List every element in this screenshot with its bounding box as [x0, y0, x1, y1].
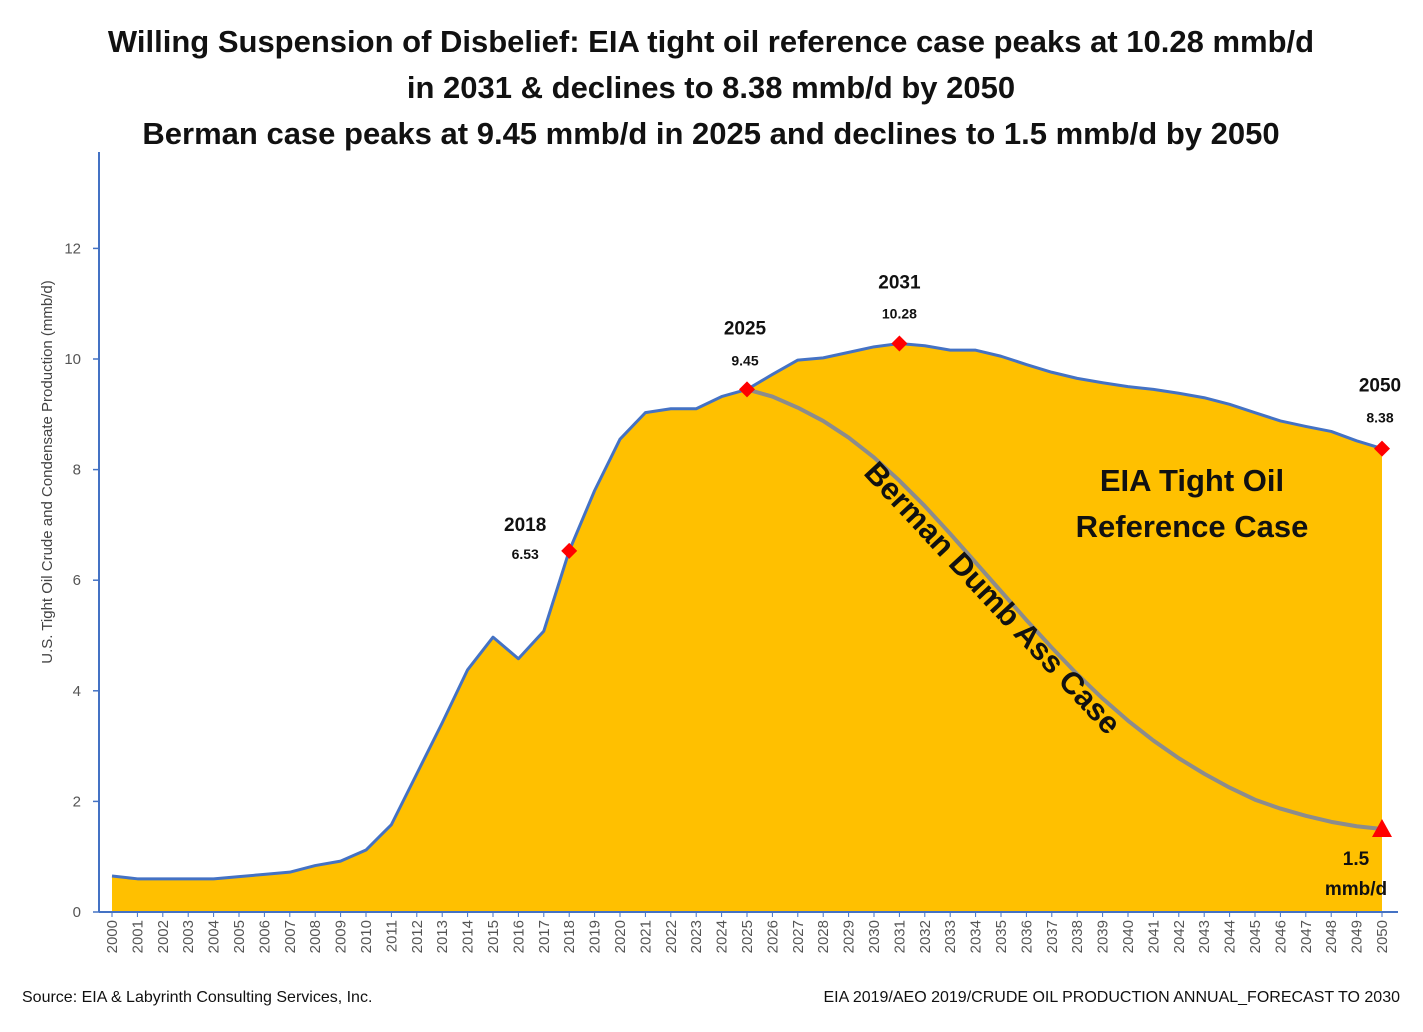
x-tick-label: 2026 — [764, 920, 781, 953]
plot-area: 0 2 4 6 8 10 12 2000 2001 2002 2003 2004 2005 2006 200… — [64, 152, 1401, 953]
x-tick-label: 2047 — [1298, 920, 1315, 953]
x-tick-label: 2041 — [1145, 920, 1162, 953]
footer: Source: EIA & Labyrinth Consulting Servi… — [22, 989, 1400, 1006]
x-tick-label: 2018 — [561, 920, 578, 953]
annotation-year-2025: 2025 — [724, 318, 767, 339]
x-tick-label: 2019 — [587, 920, 604, 953]
data-marker-2025 — [739, 381, 755, 398]
source-note: Source: EIA & Labyrinth Consulting Servi… — [22, 989, 372, 1006]
x-tick-label: 2032 — [917, 920, 934, 953]
y-tick-label: 12 — [64, 240, 81, 257]
x-tick-label: 2012 — [409, 920, 426, 953]
y-tick-label: 4 — [73, 683, 81, 700]
x-tick-label: 2011 — [383, 920, 400, 952]
x-tick-label: 2025 — [739, 920, 756, 953]
x-tick-label: 2021 — [637, 920, 654, 953]
annotation-value-2018: 6.53 — [512, 546, 539, 562]
berman-end-value: 1.5 — [1343, 849, 1370, 870]
y-tick-label: 8 — [73, 462, 81, 479]
x-tick-label: 2036 — [1018, 920, 1035, 953]
x-tick-label: 2050 — [1374, 920, 1391, 953]
x-tick-label: 2013 — [434, 920, 451, 953]
eia-series-label-line-1: EIA Tight Oil — [1100, 463, 1284, 498]
x-tick-label: 2017 — [536, 920, 553, 953]
x-tick-label: 2030 — [866, 920, 883, 953]
x-tick-label: 2009 — [333, 920, 350, 953]
x-tick-label: 2008 — [307, 920, 324, 953]
x-tick-label: 2042 — [1171, 920, 1188, 953]
x-tick-label: 2037 — [1044, 920, 1061, 953]
x-tick-label: 2015 — [485, 920, 502, 953]
title-line-2: in 2031 & declines to 8.38 mmb/d by 2050 — [407, 70, 1015, 105]
data-marker-2031 — [891, 335, 908, 352]
x-tick-label: 2038 — [1069, 920, 1086, 953]
eia-area — [112, 343, 1382, 912]
x-tick-label: 2024 — [714, 920, 731, 953]
x-tick-label: 2007 — [282, 920, 299, 953]
x-tick-label: 2044 — [1222, 920, 1239, 953]
annotation-year-2050: 2050 — [1359, 376, 1401, 397]
x-tick-label: 2029 — [841, 920, 858, 953]
x-tick-label: 2006 — [256, 920, 273, 953]
berman-end-marker — [1372, 819, 1392, 838]
x-tick-label: 2022 — [663, 920, 680, 953]
x-tick-label: 2001 — [129, 920, 146, 953]
x-tick-label: 2023 — [688, 920, 705, 953]
eia-series-label: EIA Tight Oil Reference Case — [1076, 463, 1309, 544]
annotation-value-2025: 9.45 — [731, 352, 758, 368]
y-tick-label: 10 — [64, 351, 81, 368]
annotation-value-2050: 8.38 — [1366, 410, 1393, 426]
y-tick-label: 0 — [73, 904, 81, 921]
x-tick-label: 2000 — [104, 920, 121, 953]
x-tick-label: 2010 — [358, 920, 375, 953]
x-tick-label: 2002 — [155, 920, 172, 953]
data-marker-2018 — [561, 542, 578, 559]
x-tick-label: 2020 — [612, 920, 629, 953]
annotation-year-2018: 2018 — [504, 515, 546, 536]
eia-series-label-line-2: Reference Case — [1076, 509, 1309, 544]
x-tick-label: 2005 — [231, 920, 248, 953]
x-tick-label: 2045 — [1247, 920, 1264, 953]
x-tick-label: 2040 — [1120, 920, 1137, 953]
x-tick-label: 2003 — [180, 920, 197, 953]
x-tick-label: 2004 — [206, 920, 223, 953]
x-tick-label: 2043 — [1196, 920, 1213, 953]
chart-title: Willing Suspension of Disbelief: EIA tig… — [108, 24, 1314, 151]
x-tick-label: 2034 — [968, 920, 985, 953]
y-tick-label: 2 — [73, 793, 81, 810]
annotation-year-2031: 2031 — [878, 273, 921, 294]
x-tick-label: 2016 — [510, 920, 527, 953]
x-tick-label: 2031 — [891, 920, 908, 953]
x-tick-label: 2039 — [1095, 920, 1112, 953]
x-tick-label: 2046 — [1272, 920, 1289, 953]
x-tick-label: 2035 — [993, 920, 1010, 953]
x-tick-label: 2014 — [460, 920, 477, 953]
berman-line — [746, 387, 1383, 832]
title-line-3: Berman case peaks at 9.45 mmb/d in 2025 … — [142, 116, 1279, 151]
x-tick-label: 2049 — [1349, 920, 1366, 953]
y-tick-label: 6 — [73, 572, 81, 589]
annotation-value-2031: 10.28 — [882, 306, 917, 322]
x-tick-label: 2027 — [790, 920, 807, 953]
berman-end-unit: mmb/d — [1325, 879, 1387, 900]
y-axis-title: U.S. Tight Oil Crude and Condensate Prod… — [39, 280, 56, 664]
title-line-1: Willing Suspension of Disbelief: EIA tig… — [108, 24, 1314, 59]
x-tick-label: 2028 — [815, 920, 832, 953]
data-marker-2050 — [1374, 440, 1390, 457]
x-tick-label: 2033 — [942, 920, 959, 953]
x-tick-label: 2048 — [1323, 920, 1340, 953]
reference-note: EIA 2019/AEO 2019/CRUDE OIL PRODUCTION A… — [823, 989, 1400, 1006]
